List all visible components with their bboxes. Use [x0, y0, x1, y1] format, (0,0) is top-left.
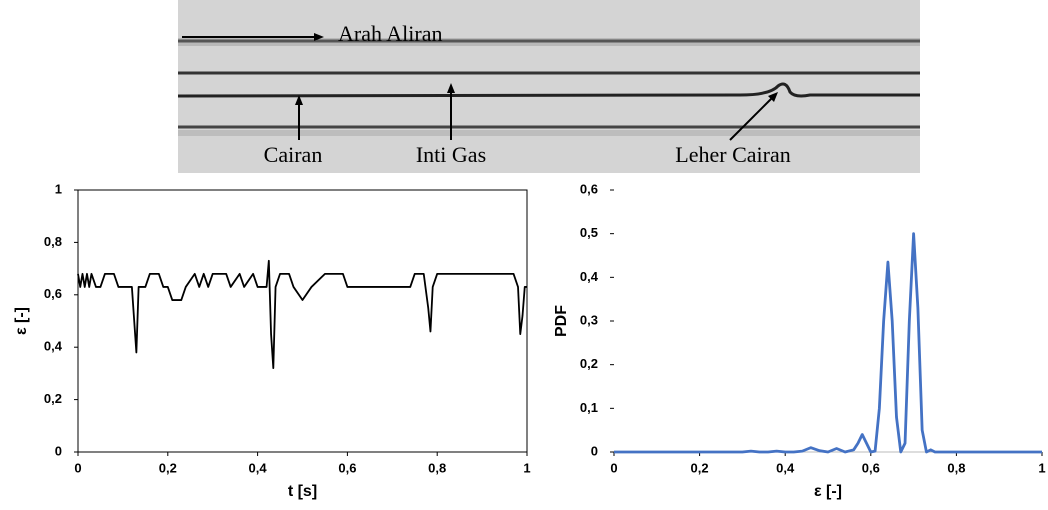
- arrowhead: [768, 92, 778, 102]
- y-tick-label: 0,3: [580, 312, 598, 327]
- x-tick-label: 1: [523, 460, 530, 475]
- photo-label: Cairan: [264, 142, 323, 167]
- y-tick-label: 0,4: [44, 339, 63, 354]
- x-tick-label: 0,2: [159, 460, 177, 475]
- y-axis-title: ε [-]: [13, 307, 30, 335]
- y-tick-label: 0,8: [44, 234, 62, 249]
- x-tick-label: 0,8: [428, 460, 446, 475]
- pointer-arrow: [729, 97, 773, 141]
- photo: Arah Aliran Cairan Inti Gas Leher Cairan: [177, 0, 920, 173]
- data-line: [614, 232, 1042, 454]
- x-tick-label: 0: [610, 460, 617, 475]
- x-tick-label: 1: [1038, 460, 1045, 475]
- data-line: [77, 259, 527, 370]
- tube-wall: [178, 130, 920, 136]
- x-tick-label: 0,6: [862, 460, 880, 475]
- y-tick-label: 0,6: [580, 181, 598, 196]
- x-tick-label: 0: [74, 460, 81, 475]
- photo-background: [178, 0, 920, 173]
- photo-label: Inti Gas: [416, 142, 486, 167]
- x-axis-title: t [s]: [288, 483, 317, 500]
- x-axis-title: ε [-]: [814, 483, 842, 500]
- photo-label: Leher Cairan: [675, 142, 790, 167]
- y-tick-label: 1: [55, 181, 62, 196]
- arrowhead: [295, 95, 303, 105]
- y-tick-label: 0,6: [44, 286, 62, 301]
- photo-label: Arah Aliran: [338, 21, 442, 46]
- arrowhead: [314, 33, 324, 41]
- x-tick-label: 0,6: [338, 460, 356, 475]
- x-tick-label: 0,2: [691, 460, 709, 475]
- x-tick-label: 0,4: [776, 460, 795, 475]
- arrowhead: [447, 83, 455, 93]
- y-axis-title: PDF: [553, 305, 570, 337]
- y-tick-label: 0: [55, 443, 62, 458]
- plot-frame: [77, 189, 528, 453]
- y-tick-label: 0,2: [44, 391, 62, 406]
- x-tick-label: 0,4: [249, 460, 268, 475]
- y-tick-label: 0,1: [580, 400, 598, 415]
- y-tick-label: 0,2: [580, 356, 598, 371]
- x-tick-label: 0,8: [947, 460, 965, 475]
- y-tick-label: 0: [591, 443, 598, 458]
- interface-line: [177, 82, 920, 98]
- y-tick-label: 0,4: [580, 269, 599, 284]
- y-tick-label: 0,5: [580, 225, 598, 240]
